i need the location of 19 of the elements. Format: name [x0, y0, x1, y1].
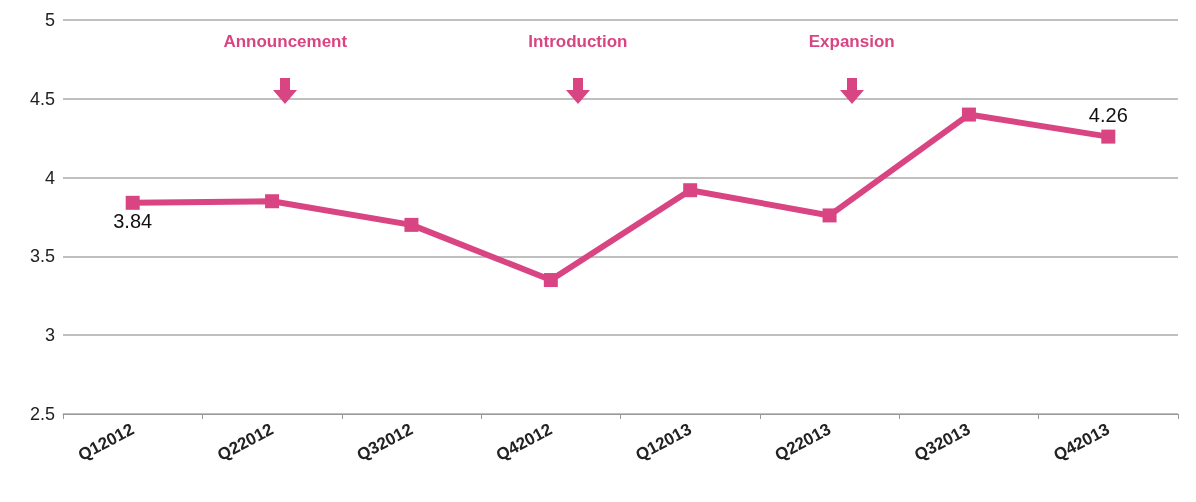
data-label: 3.84 [113, 209, 153, 232]
annotation: Expansion [808, 32, 895, 52]
point [822, 208, 837, 223]
y-tick-label: 4.5 [29, 88, 55, 109]
point [125, 195, 140, 210]
annotation: Introduction [528, 32, 628, 52]
y-tick-label: 5 [44, 10, 55, 30]
y-tick-label: 2.5 [29, 404, 55, 424]
point [961, 107, 976, 122]
y-tick-label: 3 [44, 325, 55, 346]
point [543, 273, 558, 288]
y-tick-label: 4 [44, 167, 55, 188]
point [683, 183, 698, 198]
y-tick-label: 3.5 [29, 246, 55, 267]
annotation: Announcement [223, 32, 348, 52]
point [404, 217, 419, 232]
point [1101, 129, 1116, 144]
point [265, 194, 280, 209]
data-label: 4.26 [1088, 103, 1128, 126]
